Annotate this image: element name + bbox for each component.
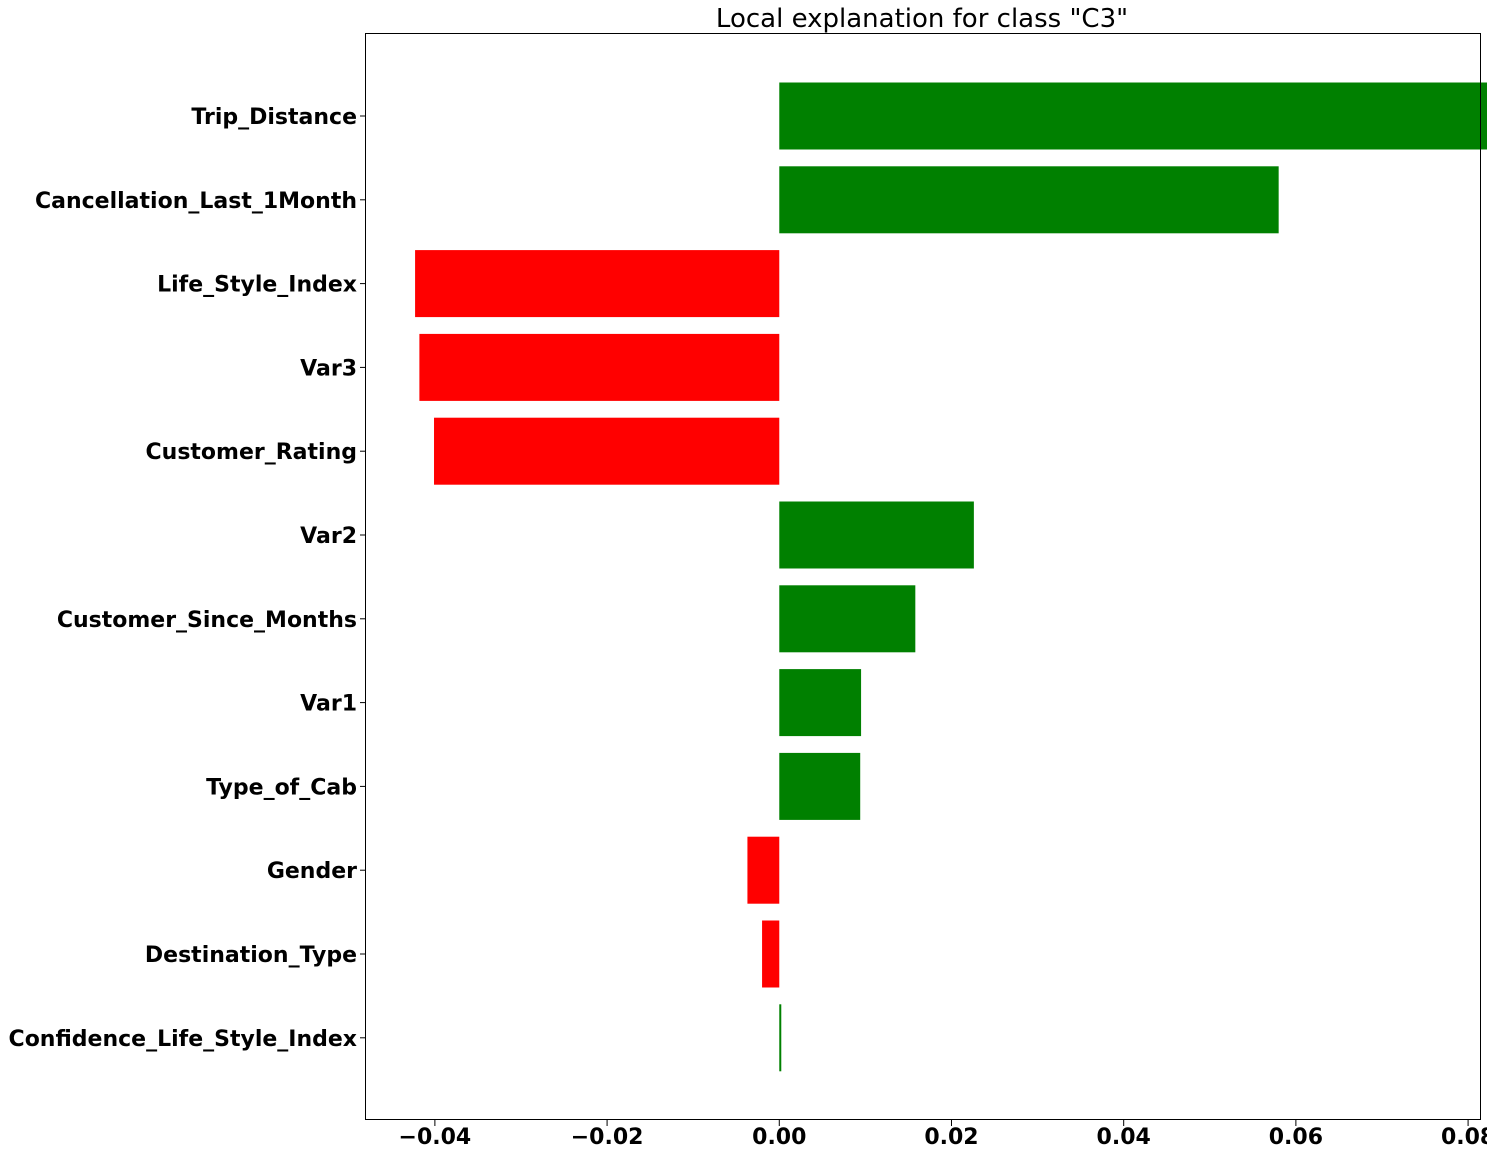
bar-var3	[419, 333, 780, 401]
y-axis: Trip_Distance Cancellation_Last_1Month Lif…	[9, 105, 366, 1052]
y-tick-label: Life_Style_Index	[157, 273, 357, 298]
y-tick-label: Cancellation_Last_1Month	[35, 189, 357, 214]
y-tick-label: Type_of_Cab	[206, 775, 357, 800]
x-tick-label: 0.08	[1441, 1125, 1487, 1150]
bar-cancellation-last-1month	[779, 166, 1279, 234]
y-tick-label: Gender	[267, 859, 357, 884]
bar-confidence-life-style-index	[779, 1004, 782, 1072]
x-axis: −0.04 −0.02 0.00 0.02 0.04 0.06 0.08	[399, 1120, 1487, 1150]
y-tick-label: Customer_Since_Months	[57, 608, 357, 633]
y-tick-label: Var3	[300, 356, 357, 381]
x-tick-label: −0.02	[571, 1125, 644, 1150]
bar-destination-type	[762, 920, 780, 988]
x-tick-label: −0.04	[399, 1125, 472, 1150]
bar-life-style-index	[415, 250, 780, 318]
x-tick-label: 0.04	[1097, 1125, 1151, 1150]
bar-var1	[779, 669, 862, 737]
y-tick-label: Confidence_Life_Style_Index	[9, 1027, 357, 1052]
bar-customer-rating	[434, 417, 780, 485]
y-tick-label: Customer_Rating	[146, 440, 357, 465]
x-tick-label: 0.00	[752, 1125, 806, 1150]
plot-frame	[365, 33, 1481, 1120]
y-tick-label: Destination_Type	[145, 943, 357, 968]
y-tick-label: Var2	[300, 524, 357, 549]
bar-trip-distance	[779, 82, 1487, 150]
x-tick-label: 0.02	[924, 1125, 978, 1150]
bar-var2	[779, 501, 974, 569]
chart-title: Local explanation for class "C3"	[716, 4, 1128, 34]
bar-customer-since-months	[779, 585, 916, 653]
y-tick-label: Trip_Distance	[191, 105, 357, 130]
bars-layer	[415, 82, 1487, 1072]
bar-gender	[747, 836, 780, 904]
y-tick-label: Var1	[300, 692, 357, 717]
x-tick-label: 0.06	[1269, 1125, 1323, 1150]
bar-type-of-cab	[779, 752, 861, 820]
